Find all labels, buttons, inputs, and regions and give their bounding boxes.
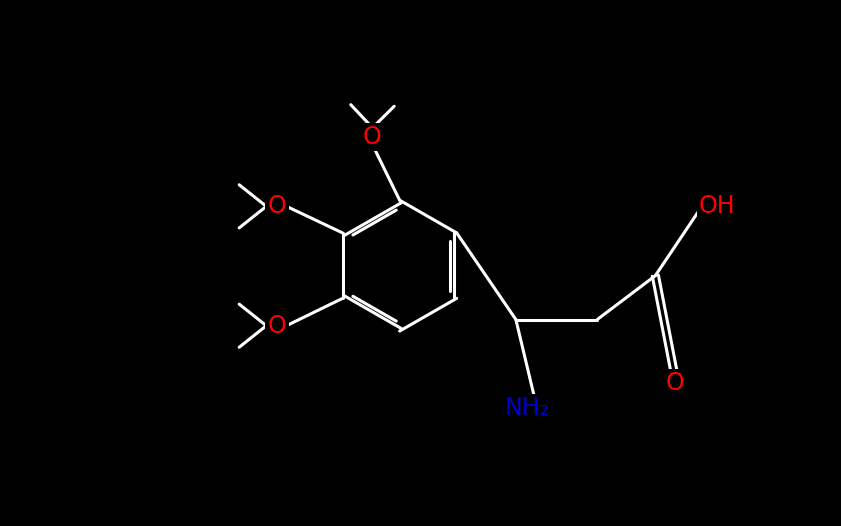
Text: OH: OH <box>699 194 736 218</box>
Text: NH₂: NH₂ <box>505 396 550 420</box>
Text: O: O <box>665 371 684 396</box>
Text: O: O <box>267 194 287 218</box>
Text: O: O <box>267 313 287 338</box>
Text: O: O <box>363 125 382 149</box>
